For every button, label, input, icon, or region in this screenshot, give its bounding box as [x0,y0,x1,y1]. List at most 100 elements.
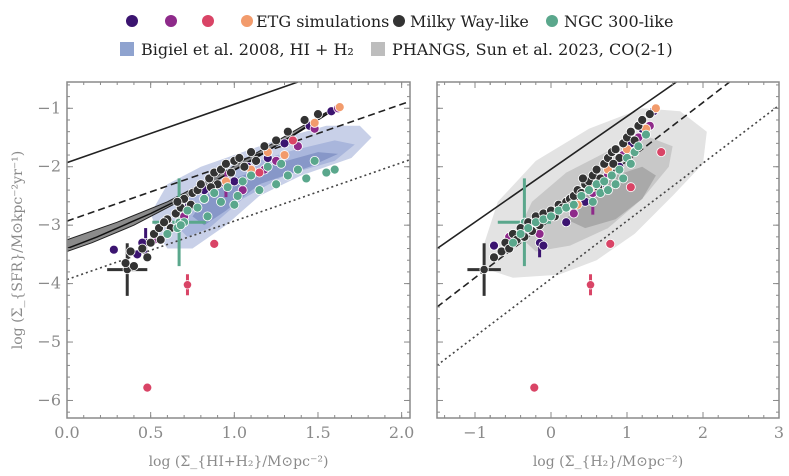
legend-marker-4 [393,15,405,27]
x-axis-label: log (Σ_{H₂}/M⊙pc⁻²) [533,454,683,470]
data-point [259,141,270,152]
error-bar-center [479,264,489,275]
legend-label: Milky Way-like [410,12,529,31]
data-point [605,238,616,249]
data-point [608,158,619,169]
data-point [578,173,588,184]
data-point [195,179,206,190]
data-point [276,158,287,169]
data-point [299,115,310,125]
y-tick-label: −4 [37,274,61,293]
data-point [591,164,602,175]
data-point [175,220,186,231]
data-point [209,188,220,198]
data-point [279,138,290,149]
error-bar-center [585,280,596,290]
legend-marker-3 [241,15,253,27]
left-panel: 0.0 0.5 1.0 1.5 2.0 −1 −2 −3 −4 −5 −6 log (Σ_{HI+H₂… [10,81,414,470]
reference-line-solid [67,82,299,164]
data-point [538,240,549,251]
legend-swatch-1 [371,42,385,56]
legend: ETG simulations Milky Way-like NGC 300-lik… [120,12,673,59]
plot-frame [66,81,411,419]
data-point [603,185,613,196]
legend-label: Bigiel et al. 2008, HI + H₂ [141,40,354,59]
data-point [129,261,139,271]
y-tick-label: −5 [37,332,61,351]
data-point [182,205,193,216]
data-point [282,126,293,137]
data-point [546,211,556,222]
data-point [614,164,625,175]
x-tick-label: 1.0 [222,423,247,442]
data-point [309,118,320,128]
data-point [172,196,183,207]
data-point [254,185,265,196]
data-point [216,196,226,207]
data-point [287,135,298,146]
data-point [568,208,579,219]
data-point [313,109,323,120]
y-axis-label: log (Σ_{SFR}/M⊙kpc⁻²yr⁻¹) [10,151,26,349]
data-point [292,164,303,175]
data-point [610,144,621,155]
data-point [159,217,169,228]
data-point [625,182,636,193]
legend-swatch-0 [120,42,134,56]
data-point [237,176,248,187]
density-contour-2 [566,166,656,229]
data-point [262,161,273,172]
error-bar-center [182,280,193,290]
data-point [309,155,320,166]
data-point [239,161,250,172]
data-point [209,238,220,249]
data-point [641,129,651,140]
data-point [282,170,293,181]
y-tick-label: −1 [37,98,61,117]
data-point [271,179,282,190]
y-tick-label: −3 [37,215,61,234]
data-point [221,158,231,169]
data-point [108,244,119,255]
data-point [606,170,617,181]
data-point [254,167,265,178]
legend-label: ETG simulations [256,12,389,31]
data-point [329,164,340,175]
data-point [232,191,243,201]
data-point [576,191,587,201]
data-point [508,237,518,248]
reference-line-solid [437,82,677,250]
legend-marker-1 [165,15,177,27]
data-point [515,229,526,239]
legend-label: NGC 300-like [564,12,673,31]
y-tick-label: −2 [37,157,61,176]
data-point [229,199,240,210]
data-point [489,240,499,251]
x-tick-label: 0 [546,423,556,442]
data-point [142,252,153,263]
data-point [301,173,312,184]
data-point [155,234,166,245]
data-point [137,243,148,254]
data-point [656,147,667,158]
data-point [226,167,236,178]
data-point [120,258,131,269]
data-point [192,202,203,213]
data-point [625,158,636,169]
x-axis-label: log (Σ_{HI+H₂}/M⊙pc⁻²) [149,454,329,470]
data-point [584,185,594,196]
plot-frame [436,81,780,419]
data-point [489,252,499,263]
legend-marker-2 [202,15,214,27]
data-point [145,237,156,248]
data-point [637,115,648,125]
legend-marker-5 [546,15,558,27]
data-point [162,229,173,239]
plot-area [437,82,779,393]
data-point [561,217,572,228]
data-point [587,196,598,207]
legend-label: PHANGS, Sun et al. 2023, CO(2-1) [392,40,673,59]
data-point [246,147,256,158]
data-point [650,103,661,114]
data-point [222,182,233,193]
